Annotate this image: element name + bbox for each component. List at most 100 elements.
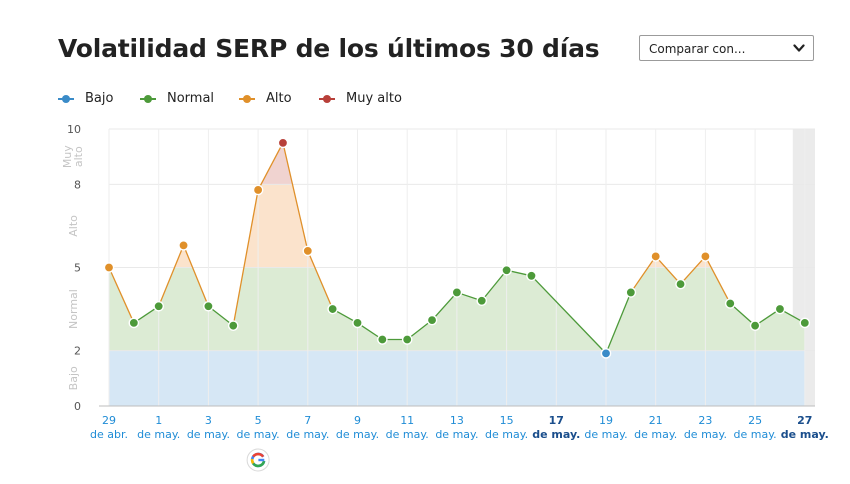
data-point-normal	[799, 317, 811, 329]
band-label-bajo: Bajo	[67, 366, 80, 390]
compare-dropdown-label: Comparar con...	[649, 42, 746, 56]
series-segment	[655, 255, 682, 285]
y-tick-label: 5	[74, 262, 81, 275]
x-tick-day: 21	[649, 414, 663, 427]
x-tick-day: 13	[450, 414, 464, 427]
series-segment	[680, 255, 706, 285]
x-tick-day: 23	[698, 414, 712, 427]
google-icon-arc-yellow	[250, 458, 255, 465]
data-point-normal	[352, 317, 363, 329]
chevron-down-icon	[793, 44, 805, 52]
x-tick-day: 5	[255, 414, 262, 427]
y-tick-label: 2	[74, 345, 81, 358]
x-tick-day: 9	[354, 414, 361, 427]
series-segment	[182, 245, 210, 307]
y-tick-label: 10	[67, 123, 81, 136]
legend-marker-alto	[239, 95, 255, 103]
data-point-muy_alto	[277, 137, 289, 149]
x-tick-month: de may.	[684, 428, 727, 441]
x-tick-day: 11	[400, 414, 414, 427]
data-point-alto	[252, 184, 264, 196]
data-point-normal	[128, 317, 140, 329]
band-label-normal: Normal	[67, 289, 80, 329]
data-point-normal	[749, 320, 761, 331]
x-tick-month: de may.	[237, 428, 280, 441]
google-icon-badge	[246, 448, 270, 472]
x-tick-day: 29	[102, 414, 116, 427]
x-tick-month: de may.	[187, 428, 230, 441]
data-point-normal	[451, 287, 463, 298]
data-point-normal	[774, 303, 786, 315]
data-point-normal	[476, 295, 488, 307]
data-point-normal	[401, 334, 413, 345]
legend-label-alto: Alto	[266, 91, 292, 106]
series-segment	[729, 303, 756, 327]
data-point-normal	[327, 303, 338, 315]
data-point-normal	[377, 334, 388, 345]
y-tick-label: 0	[74, 400, 81, 413]
series-segment	[481, 269, 508, 302]
data-point-normal	[501, 264, 512, 276]
data-point-normal	[153, 300, 164, 312]
series-segment	[605, 292, 632, 354]
data-point-alto	[178, 240, 189, 251]
series-segment	[282, 142, 309, 252]
legend-marker-bajo	[58, 95, 74, 103]
series-segment	[630, 256, 657, 293]
legend-label-bajo: Bajo	[85, 91, 114, 106]
x-tick-day: 25	[748, 414, 762, 427]
x-tick-day: 27	[797, 414, 812, 427]
x-tick-day: 15	[500, 414, 514, 427]
x-tick-day: 19	[599, 414, 613, 427]
x-tick-month: de may.	[584, 428, 627, 441]
series-segment	[232, 189, 259, 326]
series-segment	[530, 275, 607, 354]
x-tick-month: de may.	[336, 428, 379, 441]
x-tick-month: de may.	[386, 428, 429, 441]
legend-label-muy-alto: Muy alto	[346, 91, 402, 106]
google-icon-arc-red	[252, 452, 265, 458]
data-point-normal	[724, 298, 736, 309]
data-point-alto	[650, 251, 662, 262]
data-point-bajo	[600, 348, 612, 359]
x-tick-day: 1	[155, 414, 162, 427]
x-tick-month: de may.	[137, 428, 180, 441]
x-tick-month: de may.	[435, 428, 478, 441]
google-icon[interactable]	[246, 448, 270, 472]
x-tick-day: 3	[205, 414, 212, 427]
band-label-alto: Alto	[67, 215, 80, 237]
series-segment	[431, 291, 458, 321]
series-segment	[704, 256, 731, 304]
x-tick-month: de may.	[286, 428, 329, 441]
y-tick-label: 8	[74, 178, 81, 191]
data-point-normal	[675, 278, 686, 290]
x-tick-month: de may.	[634, 428, 677, 441]
x-tick-month: de may.	[532, 428, 580, 441]
x-tick-month: de abr.	[90, 428, 128, 441]
legend-marker-normal	[140, 95, 156, 103]
data-point-alto	[700, 251, 711, 262]
series-segment	[158, 245, 185, 307]
data-point-alto	[103, 262, 115, 273]
data-point-normal	[426, 314, 438, 326]
x-tick-day: 17	[549, 414, 564, 427]
x-tick-month: de may.	[734, 428, 777, 441]
data-point-normal	[227, 320, 239, 331]
google-icon-arc-green	[252, 460, 266, 468]
compare-dropdown[interactable]: Comparar con...	[639, 35, 814, 61]
data-point-alto	[302, 245, 314, 257]
data-point-normal	[203, 300, 214, 312]
x-tick-day: 7	[304, 414, 311, 427]
x-tick-month: de may.	[781, 428, 829, 441]
legend-marker-muy-alto	[319, 95, 335, 103]
data-point-normal	[625, 287, 637, 298]
series-segment	[307, 250, 334, 310]
series-segment	[108, 267, 135, 324]
series-segment	[257, 142, 284, 191]
data-point-normal	[526, 270, 537, 282]
x-tick-month: de may.	[485, 428, 528, 441]
band-label-muy-alto: Muyalto	[61, 145, 85, 168]
page-title: Volatilidad SERP de los últimos 30 días	[58, 34, 600, 63]
legend-label-normal: Normal	[167, 91, 215, 106]
